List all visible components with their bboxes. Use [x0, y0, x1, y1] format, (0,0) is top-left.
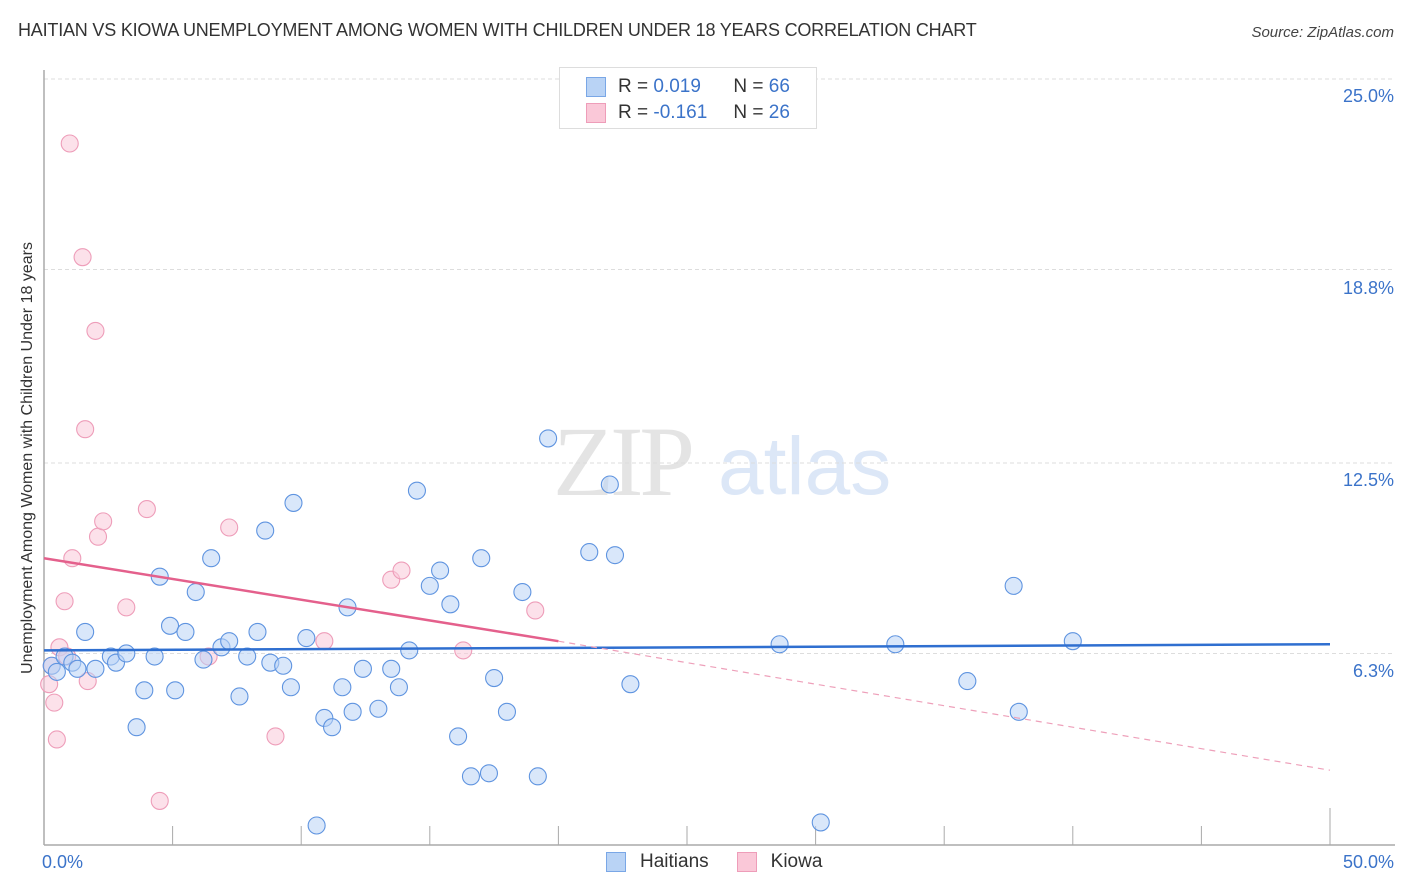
r-label: R = [618, 76, 649, 97]
legend-row-kiowa: R = -0.161 N = 26 [586, 102, 790, 124]
watermark-zip: ZIP [553, 406, 695, 517]
legend-item-haitians[interactable]: Haitians [606, 851, 709, 873]
legend-row-haitians: R = 0.019 N = 66 [586, 76, 790, 98]
y-tick-12-5: 12.5% [1342, 470, 1394, 490]
x-tick-50: 50.0% [1342, 852, 1394, 872]
series-legend: Haitians Kiowa [606, 851, 850, 873]
y-axis-label: Unemployment Among Women with Children U… [19, 242, 36, 674]
r-value: -0.161 [653, 102, 708, 123]
correlation-legend: R = 0.019 N = 66 R = -0.161 N = 26 [559, 67, 817, 129]
haitians-swatch-icon [606, 852, 626, 872]
n-value: 26 [768, 102, 790, 123]
legend-item-kiowa[interactable]: Kiowa [736, 851, 823, 873]
haitian-points [42, 429, 1082, 835]
haitians-swatch-icon [586, 77, 606, 97]
n-label: N = [733, 76, 764, 97]
legend-label-haitians: Haitians [640, 851, 709, 872]
n-label: N = [733, 102, 764, 123]
legend-label-kiowa: Kiowa [770, 851, 823, 872]
axes [43, 70, 1395, 846]
kiowa-points [40, 134, 545, 810]
chart-title: HAITIAN VS KIOWA UNEMPLOYMENT AMONG WOME… [18, 20, 977, 40]
source-label: Source: ZipAtlas.com [1251, 24, 1394, 41]
y-tick-6-3: 6.3% [1352, 661, 1394, 681]
r-value: 0.019 [653, 76, 701, 97]
kiowa-swatch-icon [586, 103, 606, 123]
n-value: 66 [768, 76, 790, 97]
watermark-atlas: atlas [718, 421, 892, 512]
trend-lines [43, 556, 1331, 771]
x-tick-0: 0.0% [42, 852, 84, 872]
y-tick-25: 25.0% [1342, 86, 1394, 106]
y-tick-18-8: 18.8% [1342, 278, 1394, 298]
r-label: R = [618, 102, 649, 123]
kiowa-swatch-icon [736, 852, 757, 872]
gridlines [44, 78, 1395, 654]
